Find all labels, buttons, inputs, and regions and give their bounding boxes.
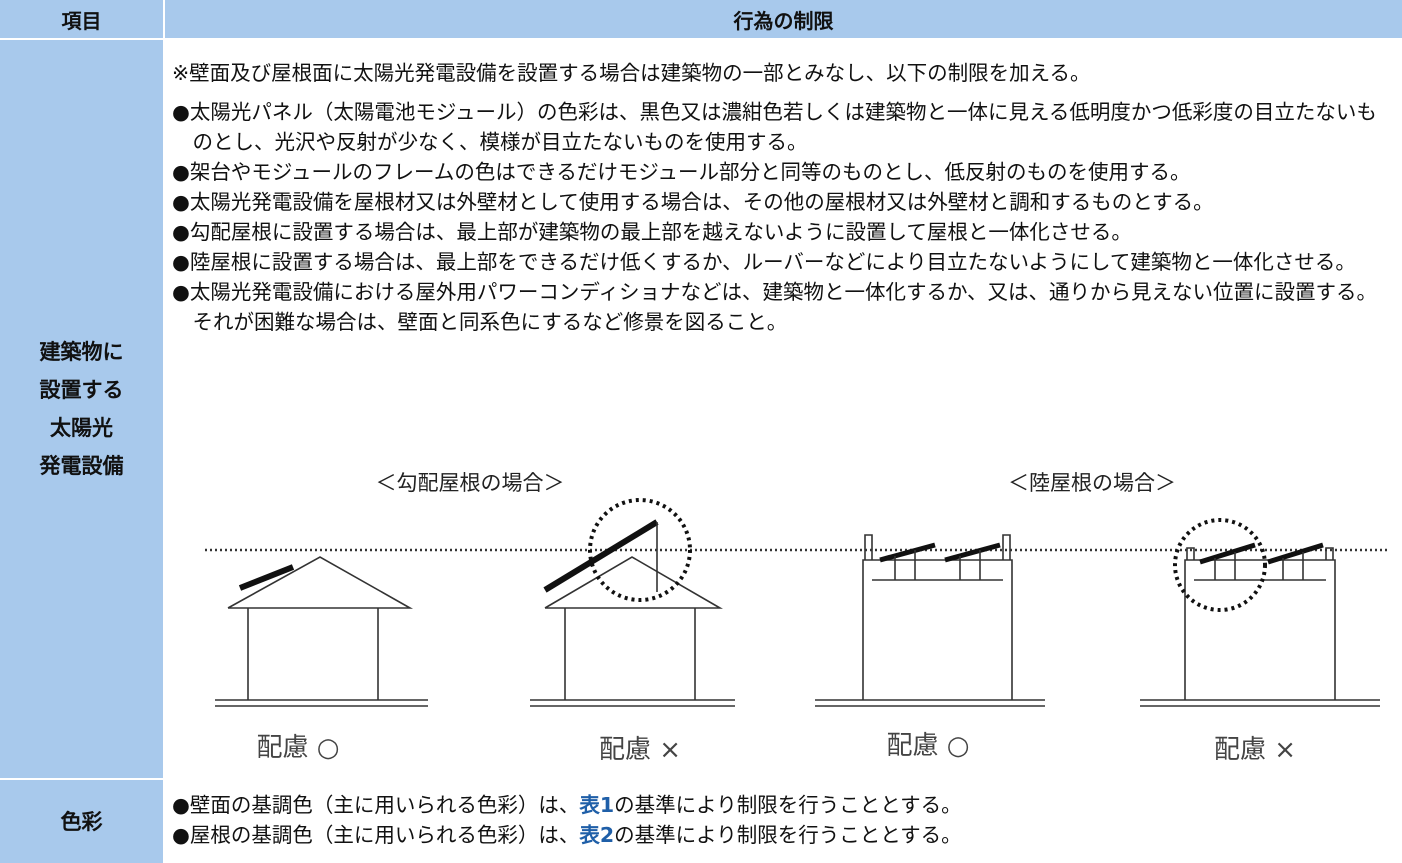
text: ●壁面の基調色（主に用いられる色彩）は、 [172, 793, 580, 817]
caption: 配慮 ○ [257, 733, 340, 763]
diagram-title: ＜勾配屋根の場合＞ [376, 471, 565, 495]
row-label: 建築物に 設置する 太陽光 発電設備 [0, 40, 163, 778]
bullet: ●架台やモジュールのフレームの色はできるだけモジュール部分と同等のものとし、低反… [172, 160, 1191, 184]
building [1184, 559, 1336, 700]
panel [879, 542, 936, 563]
panel [238, 564, 295, 591]
label-line: 太陽光 [50, 416, 113, 440]
panel [543, 519, 659, 593]
row-content: ●壁面の基調色（主に用いられる色彩）は、表1の基準により制限を行うこととする。 … [172, 790, 1394, 850]
row-content: ※壁面及び屋根面に太陽光発電設備を設置する場合は建築物の一部とみなし、以下の制限… [172, 58, 1394, 337]
parapet [864, 534, 873, 560]
bullet: ●太陽光発電設備を屋根材又は外壁材として使用する場合は、その他の屋根材又は外壁材… [172, 190, 1214, 214]
row-label: 色彩 [0, 780, 163, 863]
text: ●屋根の基調色（主に用いられる色彩）は、 [172, 823, 580, 847]
highlight-circle [588, 498, 692, 602]
parapet [1186, 547, 1195, 560]
panel-legs [1194, 552, 1326, 581]
note: ※壁面及び屋根面に太陽光発電設備を設置する場合は建築物の一部とみなし、以下の制限… [172, 61, 1091, 85]
parapet [1002, 534, 1011, 560]
panel [1199, 542, 1256, 565]
label-line: 色彩 [60, 809, 103, 834]
bullet: ●太陽光発電設備における屋外用パワーコンディショナなどは、建築物と一体化するか、… [172, 280, 1378, 334]
bullet: ●陸屋根に設置する場合は、最上部をできるだけ低くするか、ルーバーなどにより目立た… [172, 250, 1356, 274]
header-item: 項目 [0, 0, 163, 38]
roof [544, 556, 723, 609]
text: の基準により制限を行うこととする。 [614, 823, 962, 847]
table-link[interactable]: 表2 [579, 823, 615, 847]
bullet: ●勾配屋根に設置する場合は、最上部が建築物の最上部を越えないように設置して屋根と… [172, 220, 1132, 244]
bullet: ●屋根の基調色（主に用いられる色彩）は、表2の基準により制限を行うこととする。 [172, 820, 1394, 850]
table-link[interactable]: 表1 [579, 793, 615, 817]
text: の基準により制限を行うこととする。 [614, 793, 962, 817]
caption: 配慮 × [599, 735, 681, 765]
panel [1267, 542, 1324, 565]
diagram-title: ＜陸屋根の場合＞ [1008, 471, 1176, 495]
label-line: 建築物に [39, 340, 124, 364]
parapet [1325, 547, 1334, 560]
caption: 配慮 × [1214, 735, 1296, 765]
panel-legs [872, 550, 1003, 581]
panel [944, 542, 1001, 563]
caption: 配慮 ○ [887, 731, 970, 761]
roof [227, 556, 414, 609]
label-line: 発電設備 [39, 454, 124, 478]
label-line: 設置する [39, 378, 124, 402]
building [862, 559, 1013, 700]
bullet: ●壁面の基調色（主に用いられる色彩）は、表1の基準により制限を行うこととする。 [172, 790, 1394, 820]
bullet: ●太陽光パネル（太陽電池モジュール）の色彩は、黒色又は濃紺色若しくは建築物と一体… [172, 100, 1377, 154]
highlight-circle [1173, 518, 1267, 612]
header-restriction: 行為の制限 [165, 0, 1402, 38]
